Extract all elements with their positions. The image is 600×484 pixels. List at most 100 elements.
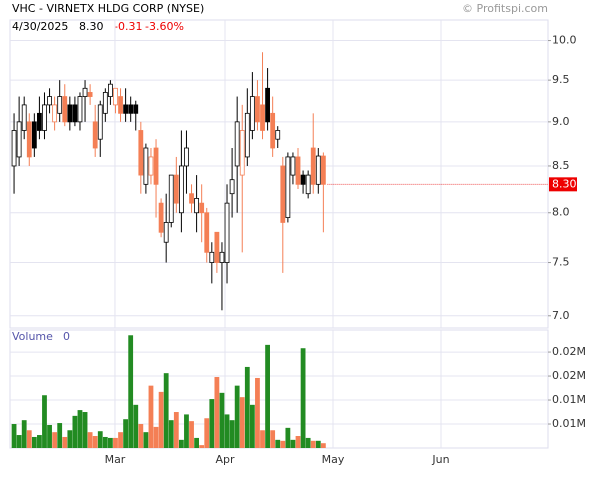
volume-bar <box>265 344 270 448</box>
candle-body <box>82 87 88 97</box>
volume-bar <box>178 439 184 448</box>
x-tick-label: Jun <box>431 453 449 466</box>
candle-body <box>72 104 78 123</box>
quote-change-pct: -3.60% <box>145 20 184 33</box>
volume-bar <box>194 437 200 448</box>
candle-body <box>209 251 215 263</box>
candle-body <box>163 222 169 243</box>
quote-date: 4/30/2025 <box>12 20 68 33</box>
volume-bar <box>11 424 17 448</box>
candle-body <box>320 155 326 185</box>
volume-bar <box>300 348 306 448</box>
volume-bar <box>249 404 255 448</box>
candle-body <box>77 96 83 123</box>
volume-bar <box>57 423 63 448</box>
volume-bar <box>77 410 83 448</box>
candle-body <box>290 156 296 176</box>
candle-body <box>47 96 52 106</box>
volume-bar <box>280 440 286 448</box>
candle-body <box>118 96 123 114</box>
volume-bar <box>244 366 250 448</box>
y-tick-label: 0.01M <box>552 417 586 430</box>
candle-body <box>194 198 200 214</box>
candle-body <box>224 202 230 263</box>
volume-bar <box>47 424 52 448</box>
volume-bar <box>270 430 276 448</box>
volume-bar <box>123 419 129 448</box>
volume-bar <box>113 437 118 448</box>
candle-body <box>300 174 306 185</box>
candle-body <box>11 130 17 167</box>
quote-last: 8.30 <box>79 20 104 33</box>
x-tick-label: Mar <box>105 453 126 466</box>
candle-body <box>275 130 281 140</box>
y-tick-label: 0.02M <box>552 345 586 358</box>
candle-body <box>255 96 260 123</box>
candle-body <box>148 156 154 176</box>
candle-body <box>178 165 184 214</box>
candle-body <box>260 104 265 131</box>
volume-bar <box>26 430 32 448</box>
volume-bar <box>31 436 37 448</box>
volume-bar <box>133 404 139 448</box>
chart-title: VHC - VIRNETX HLDG CORP (NYSE) <box>12 2 204 15</box>
candle-body <box>128 104 134 114</box>
volume-bar <box>67 430 73 448</box>
volume-bar <box>229 420 235 448</box>
candle-body <box>265 87 270 123</box>
volume-bar <box>158 391 164 448</box>
volume-bar <box>209 399 215 448</box>
candle-body <box>204 212 210 253</box>
candle-body <box>16 121 22 158</box>
candle-body <box>229 179 235 195</box>
x-tick-label: May <box>322 453 345 466</box>
volume-bar <box>285 427 291 448</box>
volume-bar <box>224 414 230 448</box>
candle-body <box>244 112 250 158</box>
volume-bar <box>275 439 281 448</box>
volume-bar <box>118 432 123 448</box>
candle-body <box>173 174 179 204</box>
volume-bar <box>320 443 326 448</box>
candle-body <box>234 121 240 167</box>
candle-body <box>168 174 174 223</box>
y-tick-label: 0.02M <box>552 369 586 382</box>
candle-body <box>113 87 118 106</box>
volume-bar <box>102 436 108 448</box>
volume-bar <box>143 432 149 448</box>
volume-bar <box>290 439 296 448</box>
volume-bar <box>260 430 265 448</box>
y-tick-label: 10.0 <box>552 34 577 47</box>
candle-body <box>42 104 47 131</box>
candle-body <box>21 104 27 131</box>
volume-bar <box>199 445 205 448</box>
candle-body <box>310 147 316 185</box>
candle-body <box>133 104 139 114</box>
candle-body <box>138 130 144 176</box>
volume-bar <box>204 418 210 448</box>
last-price-box <box>549 177 577 192</box>
candle-body <box>315 155 321 185</box>
candle-body <box>57 96 63 114</box>
candle-body <box>305 174 311 195</box>
candle-body <box>31 121 37 149</box>
volume-bar <box>153 426 159 448</box>
candle-body <box>295 156 301 185</box>
candle-body <box>67 104 73 123</box>
volume-bar <box>148 385 154 448</box>
candle-body <box>62 96 68 123</box>
volume-bar <box>295 436 301 448</box>
volume-bar <box>21 420 27 448</box>
quote-change: -0.31 <box>114 20 142 33</box>
candle-body <box>102 92 108 114</box>
volume-latest: 0 <box>63 330 70 343</box>
y-tick-label: 8.5 <box>552 159 570 172</box>
candle-body <box>52 104 58 123</box>
candle-body <box>87 92 93 97</box>
volume-bar <box>128 335 134 448</box>
volume-title: Volume <box>12 330 53 343</box>
candle-body <box>285 156 291 218</box>
volume-bar <box>82 412 88 448</box>
volume-bar <box>219 392 225 448</box>
volume-bar <box>315 440 321 448</box>
